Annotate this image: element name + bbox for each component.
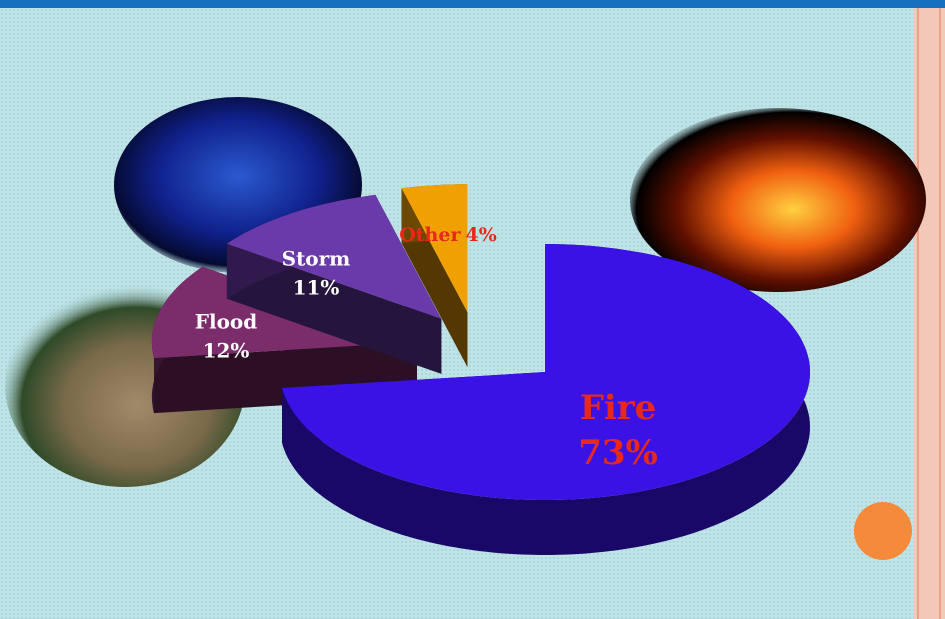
slice-label: Flood (195, 310, 257, 334)
slice-value-label: 4% (465, 224, 496, 246)
slice-label-group: Other 4% (399, 224, 497, 246)
decoration-dot (854, 502, 912, 560)
pie-chart (151, 184, 811, 555)
pie-slice (401, 184, 468, 313)
pie-slice (282, 244, 811, 500)
slice-label: Fire (580, 388, 657, 428)
slice-label: Other (399, 224, 461, 246)
slice-value-label: 12% (203, 339, 250, 363)
fire-image (630, 108, 926, 292)
slice-side (226, 243, 442, 374)
slice-label: Storm (282, 247, 351, 271)
top-bar (0, 0, 945, 8)
pie-slice (226, 194, 442, 319)
slice-value-label: 73% (578, 433, 658, 473)
slice-value-label: 11% (293, 276, 340, 300)
